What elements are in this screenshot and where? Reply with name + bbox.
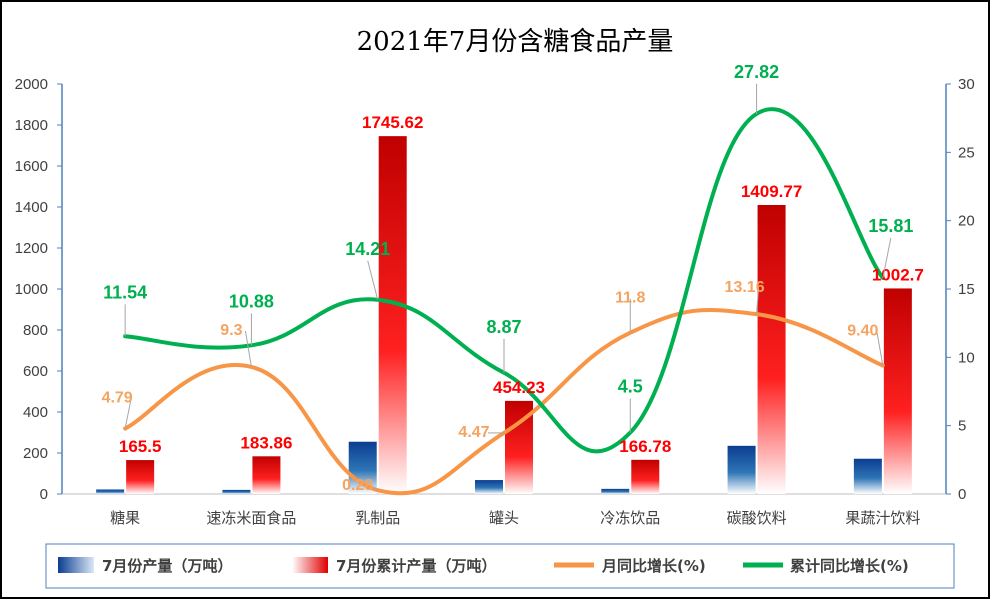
bar-cumulative-output: [883, 288, 912, 494]
left-tick-label: 600: [23, 363, 48, 380]
left-tick-label: 200: [23, 445, 48, 462]
lines: [123, 107, 885, 496]
monthly-yoy-label: 4.79: [102, 390, 133, 407]
bar-monthly-output: [853, 458, 882, 494]
legend-box: [45, 543, 955, 589]
cumulative-output-label: 183.86: [240, 433, 292, 452]
cumulative-output-label: 1745.62: [362, 113, 423, 132]
cumulative-output-label: 166.78: [619, 437, 671, 456]
monthly-yoy-label: 13.16: [725, 279, 765, 296]
monthly-yoy-leader: [124, 398, 132, 429]
cumulative-yoy-label: 8.87: [486, 317, 521, 337]
cumulative-output-label: 165.5: [119, 437, 162, 456]
cumulative-yoy-label: 15.81: [868, 216, 913, 236]
cumulative-yoy-label: 10.88: [229, 291, 274, 311]
cumulative-yoy-leader: [882, 237, 892, 279]
left-tick-label: 800: [23, 322, 48, 339]
legend-label-line1: 月同比增长(%): [601, 557, 706, 575]
bar-cumulative-output: [378, 136, 407, 495]
monthly-yoy-leader: [244, 330, 252, 367]
data-labels: 165.5 183.86 1745.62 454.23 166.78 1409.77 100…: [102, 62, 924, 494]
cumulative-yoy-label: 4.5: [618, 377, 643, 397]
left-tick-label: 1200: [15, 240, 48, 257]
left-tick-label: 2000: [15, 76, 48, 93]
monthly-yoy-leader: [756, 288, 760, 315]
left-tick-label: 1600: [15, 158, 48, 175]
right-tick-label: 20: [958, 213, 975, 230]
left-tick-label: 1000: [15, 281, 48, 298]
line-cumulative-yoy: [123, 107, 885, 454]
cumulative-output-label: 454.23: [493, 378, 545, 397]
cumulative-yoy-label: 11.54: [103, 282, 147, 302]
legend-swatch-bar1: [58, 557, 94, 573]
bar-monthly-output: [475, 480, 503, 494]
left-tick-label: 400: [23, 404, 48, 421]
legend-label-bar1: 7月份产量（万吨）: [102, 557, 232, 575]
left-tick-label: 1400: [15, 199, 48, 216]
monthly-yoy-label: 9.40: [847, 323, 878, 340]
bar-monthly-output: [601, 488, 630, 494]
cumulative-yoy-leader: [367, 260, 379, 300]
right-tick-label: 30: [958, 76, 975, 93]
monthly-yoy-label: 11.8: [615, 290, 645, 307]
legend-label-line2: 累计同比增长(%): [790, 557, 909, 575]
right-tick-label: 0: [958, 486, 966, 503]
bar-monthly-output: [727, 445, 756, 494]
bar-cumulative-output: [126, 460, 155, 494]
legend-label-bar2: 7月份累计产量（万吨）: [336, 557, 496, 575]
axes: 0 200 400 600 800 1000 1200 1400 1600 1800 2000 0 5 1…: [15, 76, 975, 527]
cumulative-output-label: 1002.7: [872, 265, 924, 284]
x-tick-label: 乳制品: [355, 509, 400, 527]
bar-cumulative-output: [757, 204, 786, 495]
right-tick-label: 10: [958, 349, 975, 366]
right-tick-label: 25: [958, 144, 975, 161]
x-tick-label: 速冻米面食品: [206, 509, 296, 527]
bar-monthly-output: [222, 489, 251, 494]
line-monthly-yoy: [123, 307, 885, 496]
monthly-yoy-label: 9.3: [220, 322, 242, 339]
legend: 7月份产量（万吨） 7月份累计产量（万吨） 月同比增长(%) 累计同比增长(%): [45, 543, 955, 589]
x-tick-label: 冷冻饮品: [600, 509, 660, 527]
monthly-yoy-leader: [371, 485, 378, 491]
cumulative-yoy-label: 27.82: [734, 62, 779, 82]
monthly-yoy-leader: [876, 331, 884, 366]
monthly-yoy-label: 0.28: [342, 477, 373, 494]
x-tick-label: 果蔬汁饮料: [845, 509, 920, 527]
chart-title: 2021年7月份含糖食品产量: [357, 27, 674, 57]
right-tick-label: 15: [958, 281, 975, 298]
cumulative-yoy-label: 14.21: [345, 239, 390, 259]
bars: [96, 136, 912, 495]
bar-monthly-output: [96, 489, 125, 494]
x-tick-label: 糖果: [110, 509, 140, 527]
left-tick-label: 1800: [15, 117, 48, 134]
monthly-yoy-label: 4.47: [458, 424, 489, 441]
right-tick-label: 5: [958, 418, 966, 435]
legend-swatch-bar2: [292, 557, 328, 573]
bar-cumulative-output: [631, 459, 660, 494]
bar-cumulative-output: [252, 456, 281, 494]
cumulative-output-label: 1409.77: [741, 182, 802, 201]
left-tick-label: 0: [40, 486, 48, 503]
x-tick-label: 罐头: [489, 509, 519, 527]
x-tick-label: 碳酸饮料: [727, 509, 787, 527]
